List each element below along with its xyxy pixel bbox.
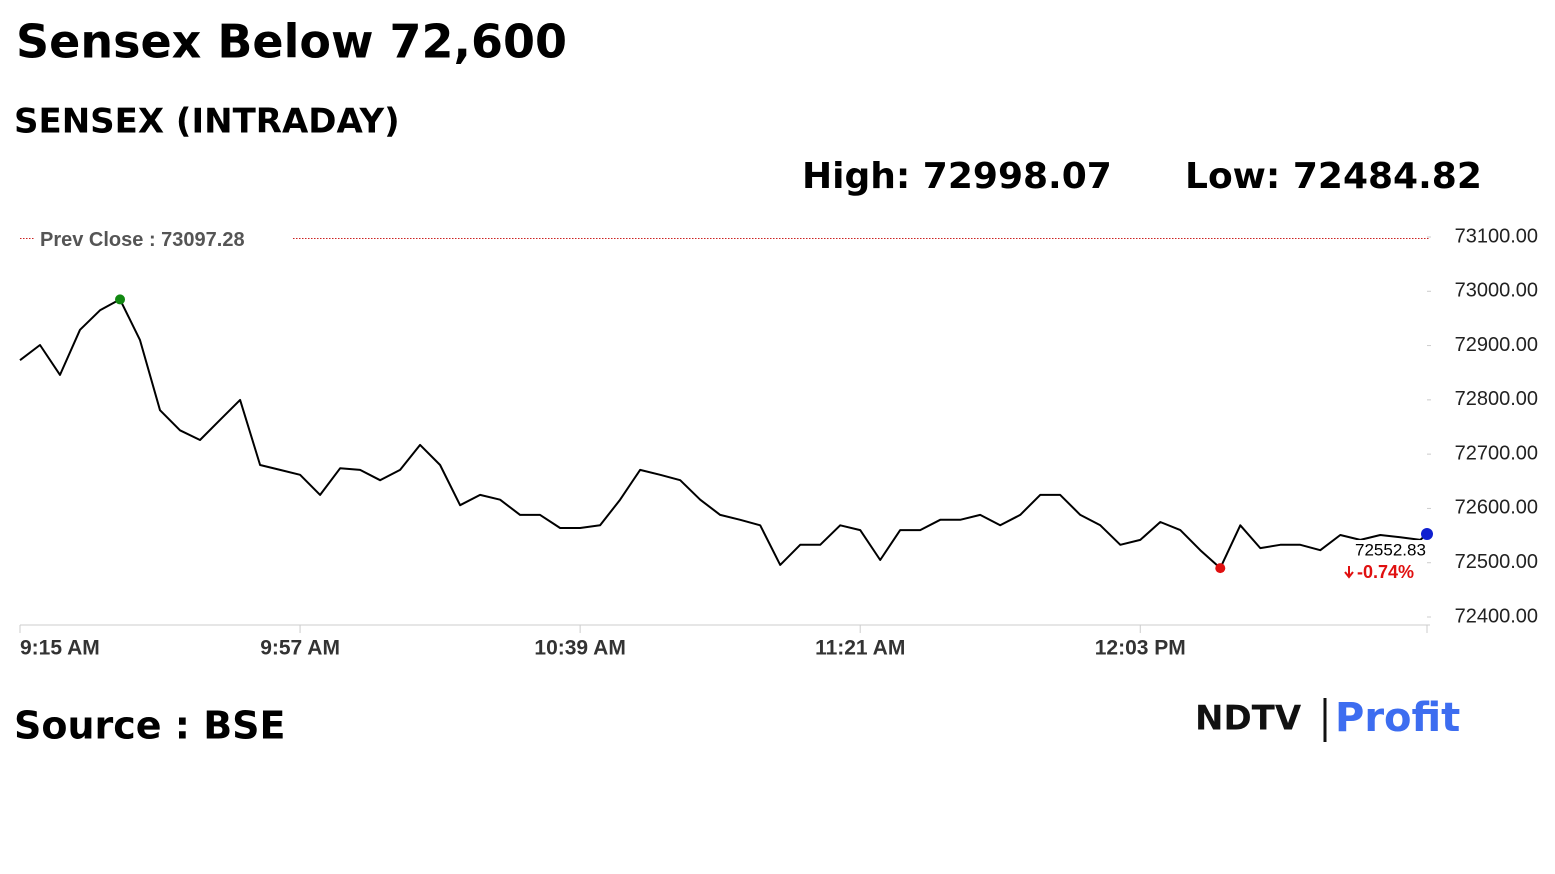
- change-label: -0.74%: [1357, 562, 1414, 582]
- x-tick-label: 10:39 AM: [534, 637, 625, 660]
- x-tick-label: 11:21 AM: [815, 637, 905, 660]
- y-tick-label: 72800.00: [1455, 388, 1538, 410]
- y-tick-label: 72600.00: [1455, 497, 1538, 519]
- last-marker: [1421, 528, 1433, 541]
- x-tick-label: 12:03 PM: [1095, 637, 1186, 660]
- logo-ndtv: NDTV: [1195, 699, 1302, 739]
- last-value-label: 72552.83: [1355, 541, 1426, 560]
- chart-subtitle: SENSEX (INTRADAY): [14, 102, 400, 142]
- y-tick-label: 72400.00: [1455, 605, 1538, 627]
- prev-close-label: Prev Close : 73097.28: [40, 229, 245, 251]
- last-label-bg: [1347, 540, 1425, 561]
- x-tick-label: 9:15 AM: [20, 637, 100, 660]
- x-tick-label: 9:57 AM: [260, 637, 340, 660]
- chart-title: Sensex Below 72,600: [16, 15, 567, 69]
- y-tick-label: 72500.00: [1455, 551, 1538, 573]
- low-label: Low: 72484.82: [1185, 156, 1482, 197]
- source: Source : BSE: [14, 704, 286, 748]
- y-tick-label: 72700.00: [1455, 442, 1538, 464]
- logo-profit: Profit: [1335, 695, 1460, 741]
- low-marker: [1215, 563, 1226, 574]
- series-line: [19, 298, 1428, 570]
- y-tick-label: 73000.00: [1455, 280, 1538, 302]
- high-label: High: 72998.07: [802, 156, 1112, 197]
- down-arrow: [1344, 566, 1354, 579]
- prev-close-bg: [34, 226, 292, 251]
- y-tick-label: 73100.00: [1455, 225, 1538, 247]
- high-marker: [115, 294, 126, 305]
- y-tick-label: 72900.00: [1455, 334, 1538, 356]
